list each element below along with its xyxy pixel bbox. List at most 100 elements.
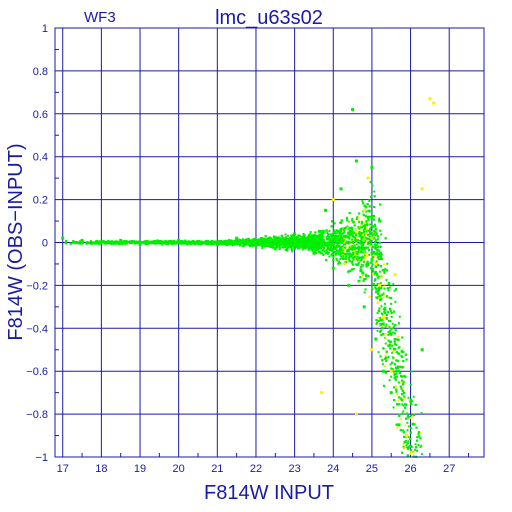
scatter-point: [419, 437, 422, 440]
scatter-point: [287, 234, 290, 237]
scatter-point: [353, 256, 356, 259]
scatter-point: [392, 406, 395, 409]
scatter-point: [280, 234, 283, 237]
scatter-point: [382, 293, 385, 296]
scatter-point: [364, 241, 367, 244]
scatter-point: [380, 305, 383, 308]
scatter-point: [361, 274, 364, 277]
scatter-point: [340, 241, 343, 244]
scatter-point: [384, 325, 387, 328]
scatter-point: [353, 246, 356, 249]
scatter-point: [315, 242, 318, 245]
scatter-point: [379, 299, 382, 302]
scatter-point: [366, 233, 369, 236]
scatter-point: [384, 310, 387, 313]
scatter-point: [388, 331, 391, 334]
scatter-point: [379, 276, 382, 279]
scatter-point: [230, 243, 233, 246]
scatter-point: [358, 279, 361, 282]
scatter-point: [368, 215, 371, 218]
scatter-point: [397, 335, 400, 338]
scatter-point: [418, 435, 421, 438]
scatter-point: [358, 221, 361, 224]
scatter-point: [375, 273, 378, 276]
scatter-point: [334, 240, 337, 243]
scatter-point: [414, 443, 417, 446]
scatter-point: [356, 251, 359, 254]
scatter-point: [317, 238, 320, 241]
scatter-point: [356, 243, 359, 246]
scatter-point: [378, 229, 381, 232]
scatter-point: [353, 244, 356, 247]
scatter-point: [355, 234, 358, 237]
scatter-point: [384, 308, 387, 311]
scatter-point: [161, 243, 164, 246]
scatter-point: [376, 283, 379, 286]
scatter-point: [278, 241, 281, 244]
scatter-point: [355, 218, 358, 221]
scatter-point: [80, 242, 83, 245]
scatter-point: [391, 322, 394, 325]
scatter-point: [373, 190, 376, 193]
scatter-point: [398, 315, 401, 318]
scatter-point: [352, 244, 355, 247]
scatter-point: [368, 235, 371, 238]
scatter-point: [400, 380, 403, 383]
scatter-point: [370, 218, 373, 221]
scatter-point: [348, 221, 351, 224]
scatter-point: [260, 244, 263, 247]
scatter-point: [371, 246, 374, 249]
scatter-point: [379, 318, 382, 321]
scatter-point: [364, 251, 367, 254]
scatter-point: [389, 363, 392, 366]
scatter-point: [390, 328, 393, 331]
scatter-point: [401, 366, 404, 369]
scatter-point: [385, 356, 388, 359]
scatter-point: [337, 262, 340, 265]
scatter-point: [293, 236, 296, 239]
scatter-point: [393, 374, 396, 377]
scatter-point: [398, 381, 401, 384]
scatter-point: [326, 252, 329, 255]
scatter-point: [397, 370, 400, 373]
scatter-point: [390, 315, 393, 318]
scatter-point: [332, 231, 335, 234]
scatter-point: [184, 239, 187, 242]
scatter-point: [363, 231, 366, 234]
scatter-point: [186, 243, 189, 246]
scatter-point: [379, 282, 382, 285]
scatter-point: [382, 295, 385, 298]
scatter-point: [402, 442, 405, 445]
scatter-point: [375, 287, 378, 290]
scatter-point: [366, 246, 369, 249]
scatter-point: [406, 448, 409, 451]
scatter-point: [395, 338, 398, 341]
scatter-point: [382, 347, 385, 350]
scatter-point: [360, 259, 363, 262]
scatter-point: [400, 397, 403, 400]
scatter-point: [419, 446, 422, 449]
scatter-point: [322, 249, 325, 252]
scatter-point: [348, 226, 351, 229]
scatter-point: [339, 221, 342, 224]
scatter-point: [391, 351, 394, 354]
scatter-point: [395, 393, 398, 396]
scatter-point: [341, 249, 344, 252]
scatter-point: [159, 239, 162, 242]
scatter-point: [340, 221, 343, 224]
scatter-point: [312, 242, 315, 245]
scatter-point: [396, 365, 399, 368]
scatter-point: [349, 231, 352, 234]
scatter-point: [403, 435, 406, 438]
scatter-point: [347, 240, 350, 243]
scatter-point: [368, 205, 371, 208]
scatter-point: [350, 240, 353, 243]
scatter-point: [376, 276, 379, 279]
scatter-point: [298, 235, 301, 238]
scatter-point: [286, 238, 289, 241]
scatter-point: [266, 237, 269, 240]
scatter-point: [338, 231, 341, 234]
scatter-point: [235, 239, 238, 242]
scatter-point: [356, 257, 359, 260]
scatter-point: [384, 267, 387, 270]
